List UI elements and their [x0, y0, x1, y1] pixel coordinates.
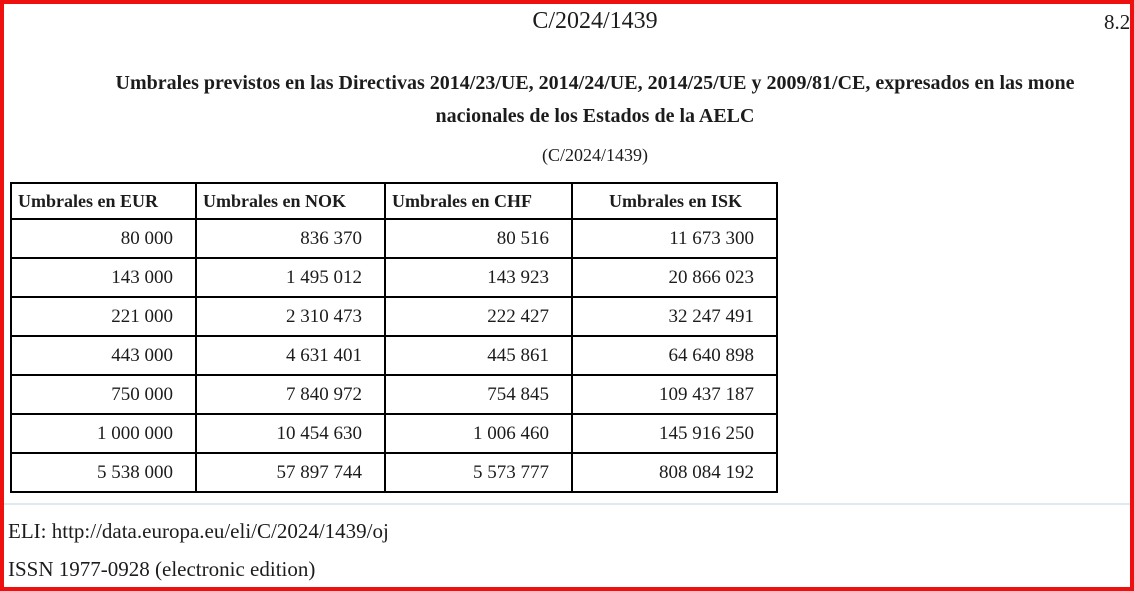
- eli-reference: ELI: http://data.europa.eu/eli/C/2024/14…: [8, 519, 389, 543]
- table-cell: 4 631 401: [195, 335, 386, 376]
- table-row: 1 000 000 10 454 630 1 006 460 145 916 250: [10, 413, 778, 454]
- table-cell: 222 427: [384, 296, 573, 337]
- table-row: 143 000 1 495 012 143 923 20 866 023: [10, 257, 778, 298]
- table-cell: 11 673 300: [571, 218, 778, 259]
- page-title-line2: nacionales de los Estados de la AELC: [435, 105, 755, 127]
- table-cell: 10 454 630: [195, 413, 386, 454]
- table-cell: 5 538 000: [10, 452, 197, 493]
- table-row: 5 538 000 57 897 744 5 573 777 808 084 192: [10, 452, 778, 493]
- document-reference: (C/2024/1439): [542, 145, 648, 165]
- horizontal-separator: [4, 503, 1130, 505]
- table-cell: 750 000: [10, 374, 197, 415]
- table-cell: 2 310 473: [195, 296, 386, 337]
- table-cell: 1 006 460: [384, 413, 573, 454]
- table-cell: 221 000: [10, 296, 197, 337]
- issn-reference: ISSN 1977-0928 (electronic edition): [8, 557, 316, 581]
- table-cell: 836 370: [195, 218, 386, 259]
- table-cell: 445 861: [384, 335, 573, 376]
- table-row: 80 000 836 370 80 516 11 673 300: [10, 218, 778, 259]
- thresholds-tbody: 80 000 836 370 80 516 11 673 300 143 000 1 49…: [10, 218, 778, 493]
- table-cell: 754 845: [384, 374, 573, 415]
- page-corner-date: 8.2: [1104, 10, 1131, 34]
- table-row: 221 000 2 310 473 222 427 32 247 491: [10, 296, 778, 337]
- table-cell: 143 923: [384, 257, 573, 298]
- column-header-eur: Umbrales en EUR: [10, 182, 197, 220]
- table-cell: 143 000: [10, 257, 197, 298]
- table-cell: 57 897 744: [195, 452, 386, 493]
- table-cell: 145 916 250: [571, 413, 778, 454]
- table-cell: 7 840 972: [195, 374, 386, 415]
- document-number: C/2024/1439: [532, 8, 658, 34]
- table-header-row: Umbrales en EUR Umbrales en NOK Umbrales…: [10, 182, 778, 220]
- thresholds-table: Umbrales en EUR Umbrales en NOK Umbrales…: [10, 182, 778, 493]
- table-cell: 1 495 012: [195, 257, 386, 298]
- table-cell: 1 000 000: [10, 413, 197, 454]
- table-cell: 64 640 898: [571, 335, 778, 376]
- table-row: 443 000 4 631 401 445 861 64 640 898: [10, 335, 778, 376]
- table-cell: 443 000: [10, 335, 197, 376]
- table-cell: 109 437 187: [571, 374, 778, 415]
- table-cell: 80 516: [384, 218, 573, 259]
- table-cell: 808 084 192: [571, 452, 778, 493]
- table-cell: 80 000: [10, 218, 197, 259]
- column-header-isk: Umbrales en ISK: [571, 182, 778, 220]
- page-title-line1: Umbrales previstos en las Directivas 201…: [115, 72, 1075, 94]
- table-cell: 32 247 491: [571, 296, 778, 337]
- table-cell: 20 866 023: [571, 257, 778, 298]
- column-header-chf: Umbrales en CHF: [384, 182, 573, 220]
- table-cell: 5 573 777: [384, 452, 573, 493]
- column-header-nok: Umbrales en NOK: [195, 182, 386, 220]
- table-row: 750 000 7 840 972 754 845 109 437 187: [10, 374, 778, 415]
